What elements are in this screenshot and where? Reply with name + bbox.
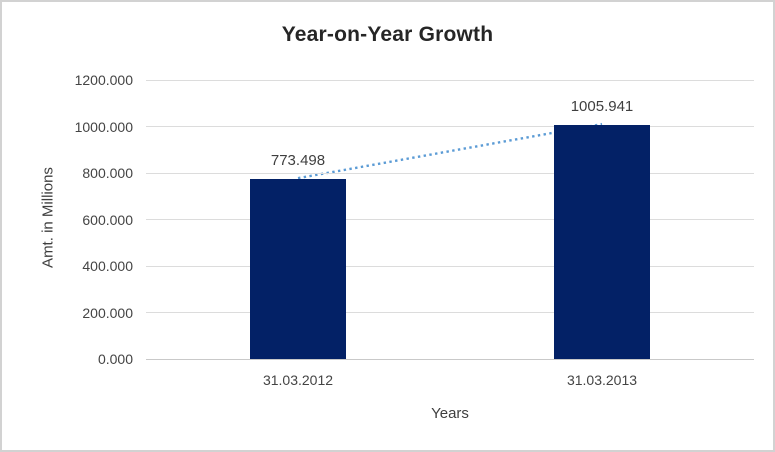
gridline: [146, 126, 754, 127]
chart-title: Year-on-Year Growth: [281, 23, 494, 46]
gridline: [146, 79, 754, 81]
x-axis-title: Years: [431, 405, 469, 422]
gridline: [146, 172, 754, 174]
y-tick-label: 200.000: [82, 304, 133, 321]
bar-31.03.2012: [250, 179, 346, 359]
y-tick-label: 600.000: [82, 211, 133, 228]
y-tick-label: 1000.000: [74, 118, 133, 135]
y-tick-label: 0.000: [97, 351, 133, 367]
bar-data-label: 773.498: [270, 152, 326, 170]
x-tick-label: 31.03.2013: [566, 372, 638, 388]
y-tick-label: 800.000: [82, 165, 133, 181]
plot-area: 773.498 31.03.2012 1005.941 31.03.2013: [146, 79, 754, 388]
y-tick-label: 400.000: [82, 258, 133, 274]
x-tick-label: 31.03.2012: [262, 372, 334, 388]
bar-data-label: 1005.941: [570, 98, 634, 116]
gridline: [146, 219, 754, 220]
y-tick-label: 1200.000: [74, 72, 133, 88]
gridline: [146, 265, 754, 267]
x-axis-line: [146, 358, 754, 360]
bar-31.03.2013: [554, 125, 650, 359]
y-axis-tick-labels: 1200.000 1000.000 800.000 600.000 400.000 200…: [2, 72, 133, 367]
gridline: [146, 312, 754, 313]
